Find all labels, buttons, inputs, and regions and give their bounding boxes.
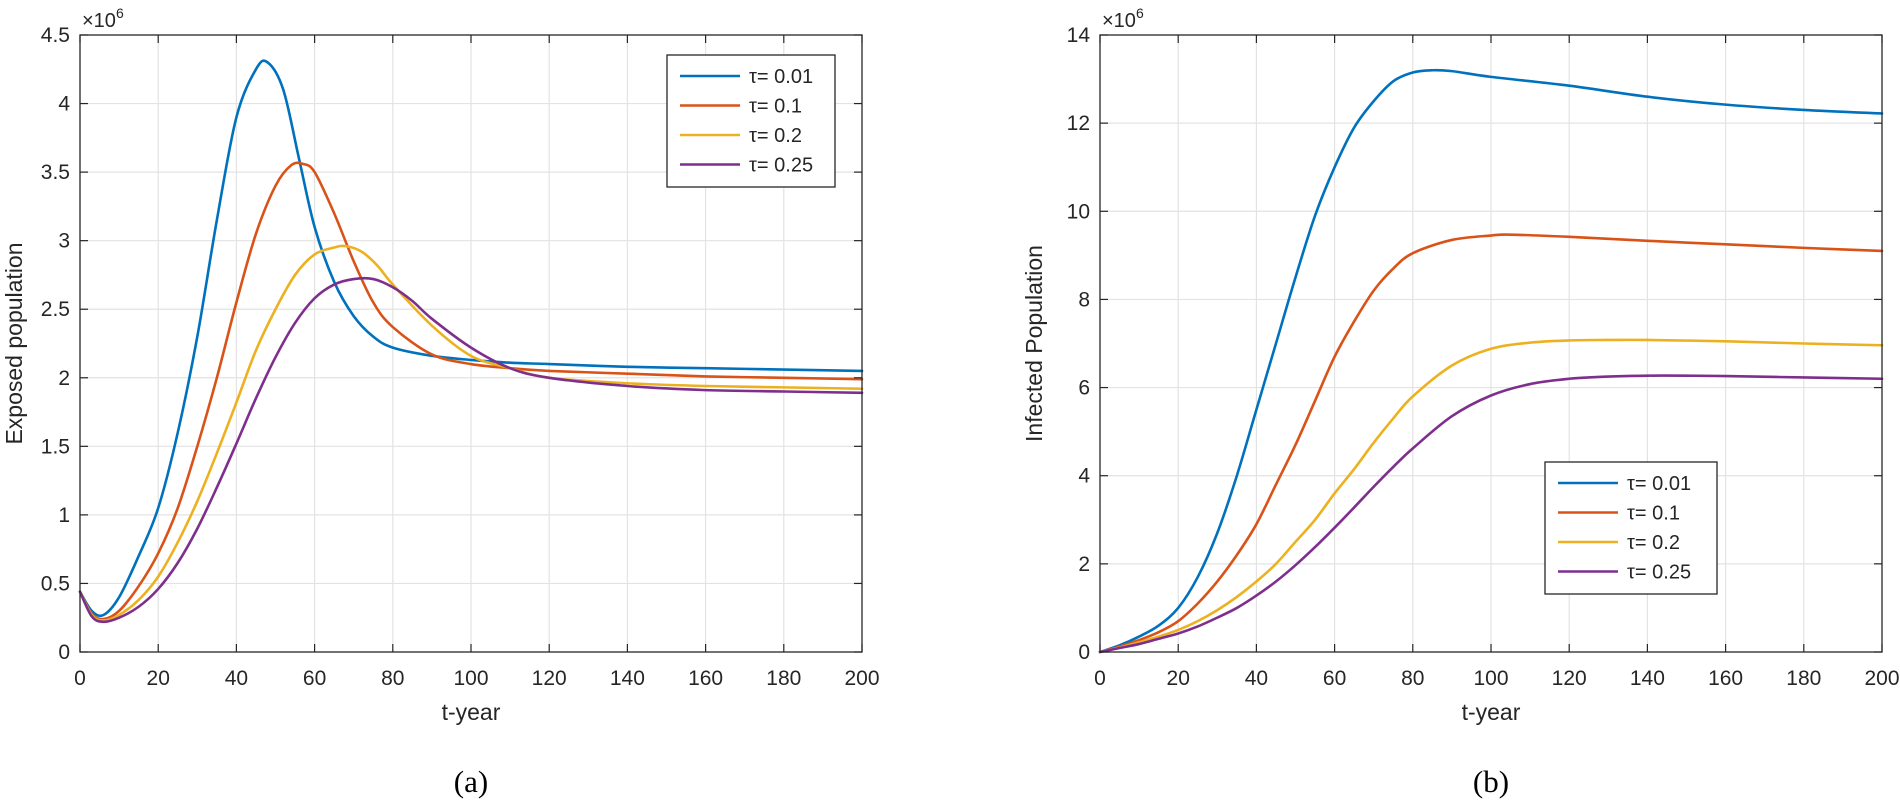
x-tick-label: 120 [1552, 667, 1587, 690]
legend-label-4: τ= 0.25 [749, 155, 813, 177]
x-axis-label: t-year [1462, 699, 1521, 725]
y-tick-label: 2 [1078, 553, 1090, 576]
y-tick-label: 0 [1078, 641, 1090, 664]
x-tick-label: 140 [1630, 667, 1665, 690]
y-axis-label: Infected Population [1021, 245, 1047, 442]
x-tick-label: 0 [1094, 667, 1106, 690]
series-line-4 [78, 276, 864, 624]
y-tick-label: 0 [58, 641, 70, 664]
x-tick-label: 200 [1864, 667, 1899, 690]
y-tick-label: 2.5 [41, 298, 70, 321]
x-tick-label: 120 [532, 667, 567, 690]
x-tick-label: 0 [74, 667, 86, 690]
axis-exponent-power: 6 [1136, 5, 1144, 21]
y-tick-label: 3 [58, 230, 70, 253]
legend-label-1: τ= 0.01 [1627, 473, 1691, 495]
series-line-1 [1098, 68, 1884, 654]
x-tick-label: 100 [453, 667, 488, 690]
x-tick-label: 40 [1245, 667, 1268, 690]
chart-panel-a: 0 20 40 60 80 100 120 140 160 180 200 0 0.5 1 1.5 2 2.5 3… [1, 5, 880, 799]
series-line-2 [1098, 233, 1884, 654]
legend: τ= 0.01 τ= 0.1 τ= 0.2 τ= 0.25 [1544, 461, 1718, 595]
x-tick-label: 200 [844, 667, 879, 690]
y-axis-label: Exposed population [1, 242, 27, 444]
legend-label-2: τ= 0.1 [749, 96, 802, 118]
panel-caption: (b) [1473, 764, 1509, 799]
legend: τ= 0.01 τ= 0.1 τ= 0.2 τ= 0.25 [666, 54, 836, 188]
series-line-3 [1098, 338, 1884, 654]
y-tick-label: 2 [58, 367, 70, 390]
y-tick-label: 1.5 [41, 435, 70, 458]
x-tick-label: 140 [610, 667, 645, 690]
y-tick-label: 6 [1078, 377, 1090, 400]
series-line-4 [1098, 374, 1884, 654]
y-tick-label: 14 [1067, 24, 1091, 47]
x-tick-label: 100 [1473, 667, 1508, 690]
y-tick-label: 10 [1067, 200, 1090, 223]
x-tick-label: 80 [1401, 667, 1424, 690]
x-tick-label: 40 [225, 667, 248, 690]
panel-caption: (a) [454, 764, 488, 799]
legend-label-3: τ= 0.2 [1627, 532, 1680, 554]
chart-panel-b: 0 20 40 60 80 100 120 140 160 180 200 0 2 4 6 8 10 12 14 ×1… [1021, 5, 1900, 799]
y-tick-label: 3.5 [41, 161, 70, 184]
legend-label-4: τ= 0.25 [1627, 562, 1691, 584]
x-tick-label: 60 [303, 667, 326, 690]
legend-label-1: τ= 0.01 [749, 66, 813, 88]
y-tick-label: 1 [58, 504, 70, 527]
x-axis-label: t-year [442, 699, 501, 725]
y-tick-label: 8 [1078, 288, 1090, 311]
legend-label-3: τ= 0.2 [749, 125, 802, 147]
x-tick-label: 160 [1708, 667, 1743, 690]
x-tick-label: 20 [147, 667, 170, 690]
x-tick-label: 80 [381, 667, 404, 690]
axis-exponent-power: 6 [116, 5, 124, 21]
x-tick-label: 160 [688, 667, 723, 690]
y-tick-label: 4 [58, 93, 70, 116]
legend-label-2: τ= 0.1 [1627, 503, 1680, 525]
y-tick-label: 4.5 [41, 24, 70, 47]
x-tick-label: 20 [1167, 667, 1190, 690]
x-tick-label: 180 [1786, 667, 1821, 690]
y-tick-label: 0.5 [41, 572, 70, 595]
series-line-1 [78, 59, 864, 618]
y-tick-label: 4 [1078, 465, 1090, 488]
x-tick-label: 60 [1323, 667, 1346, 690]
x-tick-label: 180 [766, 667, 801, 690]
series-line-2 [78, 161, 864, 621]
axis-exponent-label: ×106 [1102, 5, 1144, 32]
axis-exponent-label: ×106 [82, 5, 124, 32]
y-tick-label: 12 [1067, 112, 1090, 135]
